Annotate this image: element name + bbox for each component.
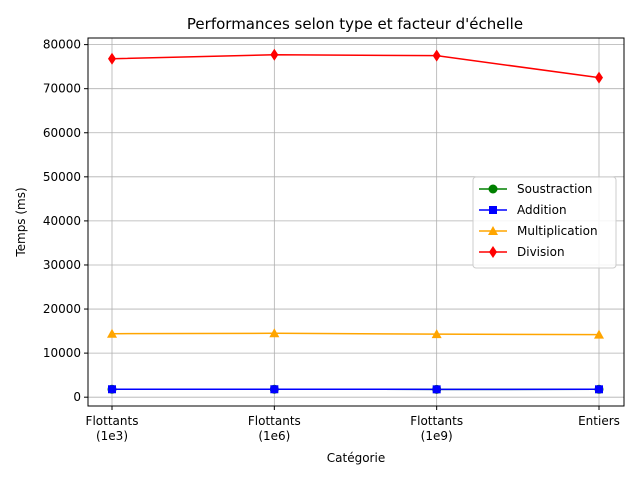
x-tick-label: Flottants (1e3): [86, 414, 139, 443]
y-tick-label: 70000: [43, 82, 81, 96]
y-tick-label: 50000: [43, 170, 81, 184]
legend-label-addition: Addition: [517, 203, 567, 217]
data-point-addition: [108, 385, 116, 394]
data-point-division: [108, 52, 116, 65]
data-point-multiplication: [269, 328, 280, 338]
legend-marker-multiplication: [488, 226, 498, 235]
legend-label-division: Division: [517, 245, 565, 259]
x-tick-label: Flottants (1e6): [248, 414, 301, 443]
legend-label-multiplication: Multiplication: [517, 224, 598, 238]
y-tick-label: 20000: [43, 302, 81, 316]
data-point-addition: [432, 385, 441, 394]
legend: Soustraction Addition Multiplication Divisi…: [472, 176, 617, 269]
y-axis: 0 10000 20000 30000 40000 50000 60000 70000 8000…: [43, 38, 88, 404]
data-point-multiplication: [107, 328, 117, 338]
plot-frame: [87, 37, 625, 407]
legend-label-soustraction: Soustraction: [517, 182, 592, 196]
x-tick-label: Flottants (1e9): [410, 414, 463, 443]
data-point-addition: [270, 385, 279, 394]
x-axis: Flottants (1e3) Flottants (1e6) Flottants (1e…: [86, 406, 620, 443]
x-tick-label: Entiers: [578, 414, 620, 428]
data-point-multiplication: [431, 329, 442, 339]
y-tick-label: 0: [73, 390, 81, 404]
legend-marker-addition: [489, 206, 497, 214]
y-tick-label: 30000: [43, 258, 81, 272]
y-axis-label: Temps (ms): [14, 187, 28, 257]
y-tick-label: 40000: [43, 214, 81, 228]
data-point-division: [270, 48, 279, 61]
data-point-division: [595, 71, 603, 84]
y-tick-label: 80000: [43, 38, 81, 52]
y-tick-label: 60000: [43, 126, 81, 140]
data-point-addition: [595, 385, 603, 394]
series-group: [107, 48, 604, 394]
y-tick-label: 10000: [43, 346, 81, 360]
series-line-division: [111, 53, 600, 79]
chart-title: Performances selon type et facteur d'éch…: [187, 15, 523, 33]
x-axis-label: Catégorie: [327, 451, 385, 465]
data-point-multiplication: [594, 329, 604, 339]
legend-box: [472, 176, 617, 269]
legend-marker-division: [489, 246, 497, 258]
series-line-multiplication: [111, 332, 600, 336]
data-point-division: [432, 49, 441, 62]
legend-marker-soustraction: [488, 184, 498, 194]
